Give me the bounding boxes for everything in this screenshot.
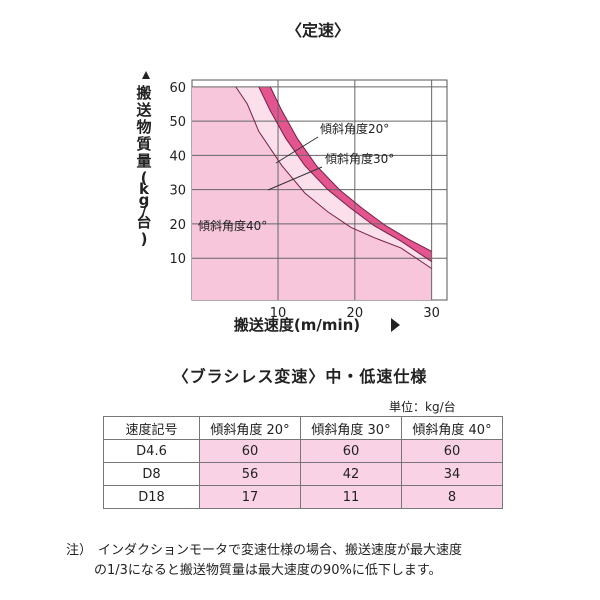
series-labels: 傾斜角度20° 傾斜角度30° 傾斜角度40°: [198, 121, 394, 233]
y-tick-label: 10: [169, 252, 186, 267]
y-tick-label: 50: [169, 115, 186, 130]
series-line-20: [269, 86, 432, 252]
series-line-40: [235, 86, 432, 269]
band-angle-30: [235, 86, 432, 269]
series-line-30: [258, 86, 432, 263]
cell-value: 56: [199, 462, 301, 486]
table-row: D4.6 60 60 60: [103, 439, 503, 463]
x-tick-labels: 10 20 30: [270, 306, 440, 321]
y-tick-labels: 10 20 30 40 50 60: [169, 81, 186, 267]
area-angle-40: [192, 86, 432, 301]
unit-note: 単位：kg/台: [389, 400, 456, 414]
label-angle-40: 傾斜角度40°: [198, 218, 267, 233]
band-angle-20: [258, 86, 432, 262]
x-tick-label: 20: [347, 306, 364, 321]
cell-value: 42: [300, 462, 402, 486]
cell-code: D4.6: [103, 439, 200, 463]
table-header-row: 速度記号 傾斜角度 20° 傾斜角度 30° 傾斜角度 40°: [103, 416, 503, 440]
cell-code: D8: [103, 462, 200, 486]
x-axis-arrow-icon: [391, 318, 400, 332]
cell-value: 34: [401, 462, 503, 486]
y-tick-label: 60: [169, 81, 186, 96]
y-axis-arrow-icon: [142, 71, 150, 79]
curve-fills: [192, 86, 432, 301]
chart-title: 〈定速〉: [286, 21, 350, 40]
grid-lines: [192, 80, 447, 300]
x-tick-label: 30: [423, 306, 440, 321]
x-tick-label: 10: [270, 306, 287, 321]
header-angle-30: 傾斜角度 30°: [300, 416, 402, 440]
footnote-prefix: 注）: [66, 543, 93, 558]
y-tick-label: 20: [169, 218, 186, 233]
label-angle-30-leader: [267, 166, 323, 191]
cell-code: D18: [103, 485, 200, 509]
cell-value: 60: [199, 439, 301, 463]
cell-value: 60: [300, 439, 402, 463]
footnote-line-2: の1/3になると搬送物質量は最大速度の90%に低下します。: [94, 563, 442, 578]
header-angle-20: 傾斜角度 20°: [199, 416, 301, 440]
table-row: D8 56 42 34: [103, 462, 503, 486]
table-row: D18 17 11 8: [103, 485, 503, 509]
table-title: 〈ブラシレス変速〉中・低速仕様: [172, 367, 428, 386]
y-axis-label: 搬送物質量(k g/台): [135, 84, 152, 248]
y-tick-label: 40: [169, 149, 186, 164]
label-angle-20: 傾斜角度20°: [320, 121, 389, 136]
footnote-line-1: インダクションモータで変速仕様の場合、搬送速度が最大速度: [98, 543, 463, 558]
header-angle-40: 傾斜角度 40°: [401, 416, 503, 440]
cell-value: 60: [401, 439, 503, 463]
label-angle-30: 傾斜角度30°: [325, 151, 394, 166]
header-speed-code: 速度記号: [103, 416, 200, 440]
cell-value: 11: [300, 485, 402, 509]
label-angle-20-leader: [275, 136, 319, 164]
cell-value: 8: [401, 485, 503, 509]
series-lines: [235, 86, 432, 269]
x-axis-label: 搬送速度(m/min): [234, 316, 360, 334]
cell-value: 17: [199, 485, 301, 509]
spec-table: 速度記号 傾斜角度 20° 傾斜角度 30° 傾斜角度 40° D4.6 60 …: [103, 416, 503, 509]
y-tick-label: 30: [169, 184, 186, 199]
